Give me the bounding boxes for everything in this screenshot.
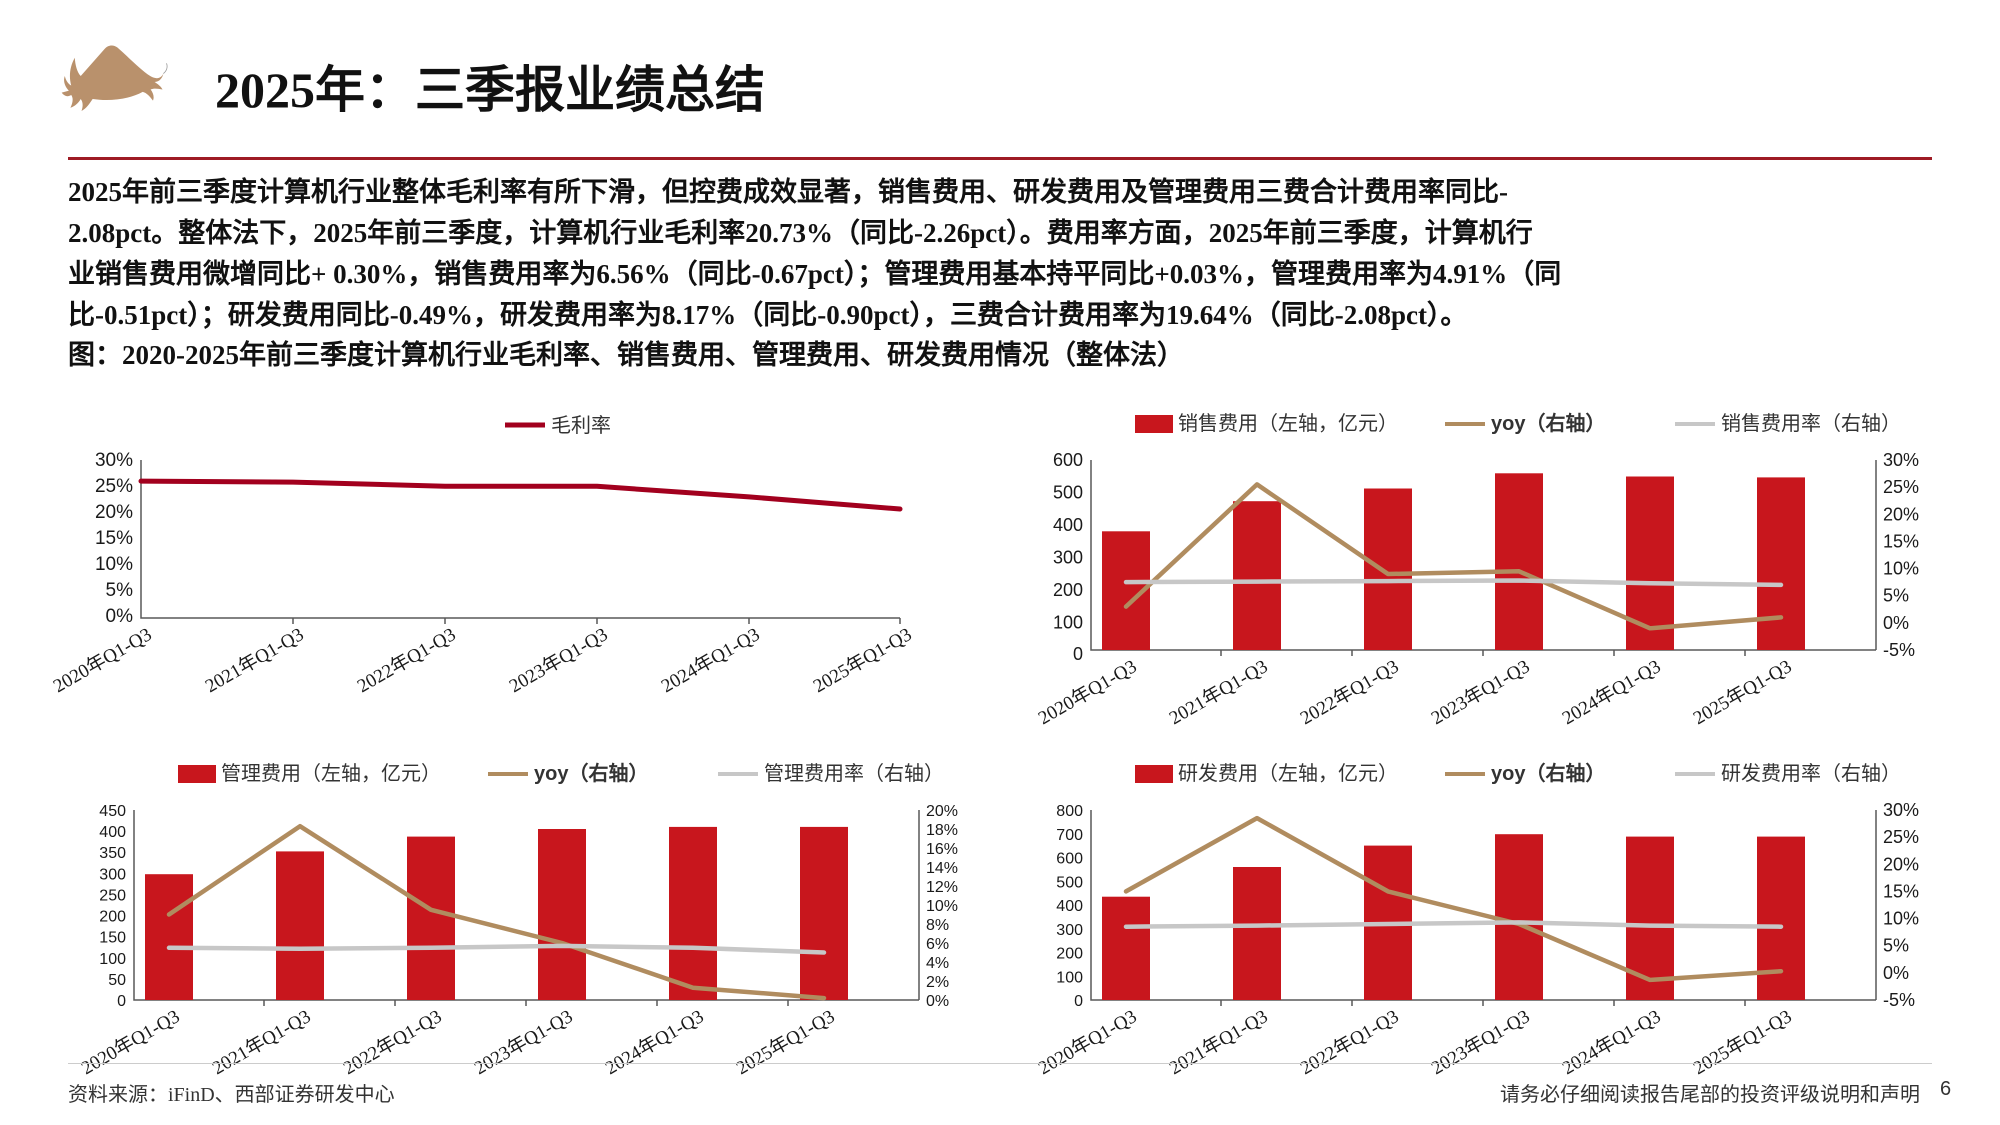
svg-text:2023年Q1-Q3: 2023年Q1-Q3 <box>1427 655 1533 729</box>
svg-text:研发费用率（右轴）: 研发费用率（右轴） <box>1721 762 1901 785</box>
svg-text:450: 450 <box>99 803 126 820</box>
svg-text:700: 700 <box>1056 827 1083 844</box>
svg-text:20%: 20% <box>1883 504 1919 524</box>
svg-text:18%: 18% <box>926 822 958 839</box>
svg-text:销售费用（左轴，亿元）: 销售费用（左轴，亿元） <box>1178 412 1398 435</box>
svg-text:50: 50 <box>108 972 126 989</box>
svg-text:10%: 10% <box>95 554 133 575</box>
svg-text:15%: 15% <box>1883 881 1919 901</box>
svg-text:2024年Q1-Q3: 2024年Q1-Q3 <box>1558 655 1664 729</box>
svg-text:25%: 25% <box>1883 827 1919 847</box>
svg-text:-5%: -5% <box>1883 640 1915 660</box>
svg-text:10%: 10% <box>1883 909 1919 929</box>
svg-text:yoy（右轴）: yoy（右轴） <box>534 761 648 785</box>
svg-text:0%: 0% <box>1883 613 1909 633</box>
svg-text:5%: 5% <box>1883 586 1909 606</box>
svg-text:15%: 15% <box>95 528 133 549</box>
svg-text:2022年Q1-Q3: 2022年Q1-Q3 <box>1296 655 1402 729</box>
svg-text:600: 600 <box>1053 450 1083 470</box>
svg-text:10%: 10% <box>926 898 958 915</box>
svg-text:2025年Q1-Q3: 2025年Q1-Q3 <box>1689 1005 1795 1079</box>
svg-text:10%: 10% <box>1883 559 1919 579</box>
svg-text:200: 200 <box>1056 946 1083 963</box>
svg-text:2020年Q1-Q3: 2020年Q1-Q3 <box>1034 1005 1140 1079</box>
svg-text:5%: 5% <box>1883 936 1909 956</box>
svg-text:2025年Q1-Q3: 2025年Q1-Q3 <box>809 623 915 697</box>
svg-text:350: 350 <box>99 845 126 862</box>
svg-text:2022年Q1-Q3: 2022年Q1-Q3 <box>353 623 459 697</box>
svg-text:200: 200 <box>1053 580 1083 600</box>
svg-text:500: 500 <box>1056 874 1083 891</box>
svg-text:20%: 20% <box>926 803 958 820</box>
svg-text:200: 200 <box>99 909 126 926</box>
svg-text:0%: 0% <box>926 993 949 1010</box>
svg-text:100: 100 <box>1056 969 1083 986</box>
svg-text:30%: 30% <box>1883 450 1919 470</box>
svg-text:16%: 16% <box>926 841 958 858</box>
svg-text:6%: 6% <box>926 936 949 953</box>
svg-text:研发费用（左轴，亿元）: 研发费用（左轴，亿元） <box>1178 762 1398 785</box>
svg-text:0%: 0% <box>1883 963 1909 983</box>
svg-text:30%: 30% <box>1883 800 1919 820</box>
svg-text:2025年Q1-Q3: 2025年Q1-Q3 <box>732 1005 838 1079</box>
svg-text:yoy（右轴）: yoy（右轴） <box>1491 761 1605 785</box>
svg-text:12%: 12% <box>926 879 958 896</box>
svg-text:2020年Q1-Q3: 2020年Q1-Q3 <box>49 623 155 697</box>
svg-text:0: 0 <box>1074 993 1083 1010</box>
svg-text:2023年Q1-Q3: 2023年Q1-Q3 <box>470 1005 576 1079</box>
svg-text:0: 0 <box>1073 644 1083 664</box>
svg-text:800: 800 <box>1056 803 1083 820</box>
svg-text:销售费用率（右轴）: 销售费用率（右轴） <box>1721 412 1901 435</box>
svg-text:100: 100 <box>1053 613 1083 633</box>
svg-text:0%: 0% <box>106 606 134 627</box>
svg-text:300: 300 <box>99 866 126 883</box>
svg-text:150: 150 <box>99 930 126 947</box>
svg-text:4%: 4% <box>926 955 949 972</box>
svg-text:8%: 8% <box>926 917 949 934</box>
svg-text:400: 400 <box>99 824 126 841</box>
svg-text:-5%: -5% <box>1883 990 1915 1010</box>
svg-text:25%: 25% <box>1883 477 1919 497</box>
svg-text:2022年Q1-Q3: 2022年Q1-Q3 <box>1296 1005 1402 1079</box>
svg-text:5%: 5% <box>106 580 134 601</box>
svg-text:2023年Q1-Q3: 2023年Q1-Q3 <box>505 623 611 697</box>
svg-text:20%: 20% <box>1883 854 1919 874</box>
svg-text:2023年Q1-Q3: 2023年Q1-Q3 <box>1427 1005 1533 1079</box>
svg-text:30%: 30% <box>95 450 133 471</box>
svg-text:600: 600 <box>1056 851 1083 868</box>
svg-text:14%: 14% <box>926 860 958 877</box>
svg-text:500: 500 <box>1053 483 1083 503</box>
svg-text:0: 0 <box>117 993 126 1010</box>
svg-text:2021年Q1-Q3: 2021年Q1-Q3 <box>201 623 307 697</box>
svg-text:管理费用（左轴，亿元）: 管理费用（左轴，亿元） <box>221 762 441 785</box>
svg-text:2020年Q1-Q3: 2020年Q1-Q3 <box>77 1005 183 1079</box>
svg-text:2024年Q1-Q3: 2024年Q1-Q3 <box>1558 1005 1664 1079</box>
svg-text:25%: 25% <box>95 476 133 497</box>
svg-text:2021年Q1-Q3: 2021年Q1-Q3 <box>208 1005 314 1079</box>
svg-text:15%: 15% <box>1883 531 1919 551</box>
svg-text:300: 300 <box>1056 922 1083 939</box>
svg-text:400: 400 <box>1053 515 1083 535</box>
svg-text:yoy（右轴）: yoy（右轴） <box>1491 411 1605 435</box>
svg-text:2024年Q1-Q3: 2024年Q1-Q3 <box>601 1005 707 1079</box>
svg-text:300: 300 <box>1053 548 1083 568</box>
svg-text:20%: 20% <box>95 502 133 523</box>
svg-text:2021年Q1-Q3: 2021年Q1-Q3 <box>1165 1005 1271 1079</box>
svg-text:400: 400 <box>1056 898 1083 915</box>
svg-text:2024年Q1-Q3: 2024年Q1-Q3 <box>657 623 763 697</box>
svg-text:2022年Q1-Q3: 2022年Q1-Q3 <box>339 1005 445 1079</box>
svg-text:管理费用率（右轴）: 管理费用率（右轴） <box>764 762 944 785</box>
svg-text:100: 100 <box>99 951 126 968</box>
svg-text:2020年Q1-Q3: 2020年Q1-Q3 <box>1034 655 1140 729</box>
svg-text:2025年Q1-Q3: 2025年Q1-Q3 <box>1689 655 1795 729</box>
svg-text:毛利率: 毛利率 <box>551 414 611 437</box>
svg-text:2021年Q1-Q3: 2021年Q1-Q3 <box>1165 655 1271 729</box>
svg-text:2%: 2% <box>926 974 949 991</box>
svg-text:250: 250 <box>99 887 126 904</box>
